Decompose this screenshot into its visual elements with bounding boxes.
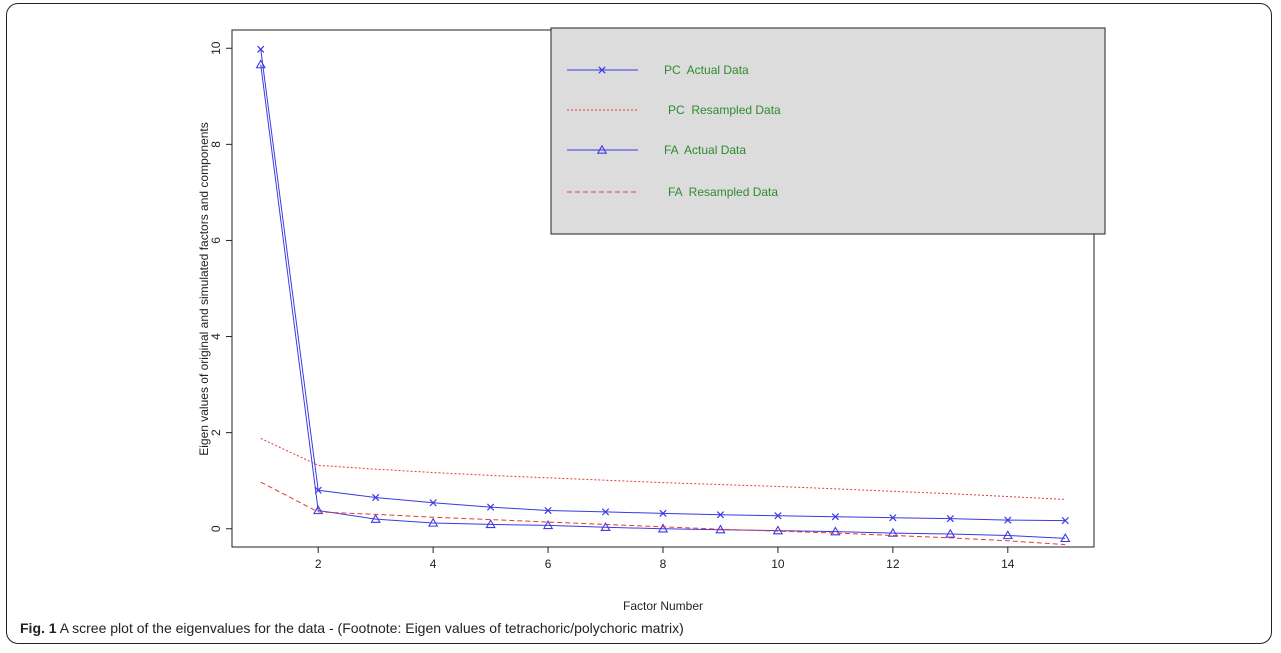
x-tick-label: 2 <box>315 557 322 571</box>
legend-box <box>550 27 1106 235</box>
legend-marker <box>596 144 608 154</box>
series-point <box>544 506 552 515</box>
series-3 <box>255 59 1071 543</box>
figure-frame <box>6 3 1272 644</box>
series-point <box>830 526 841 536</box>
series-point <box>257 45 265 53</box>
legend-label: FA Resampled Data <box>668 185 778 199</box>
series-point <box>774 512 782 520</box>
series-point <box>542 520 554 530</box>
legend-marker <box>598 66 606 74</box>
series-point <box>601 508 610 516</box>
series-point <box>600 521 611 532</box>
series-point <box>1004 516 1012 524</box>
series-point <box>486 503 495 511</box>
series-point <box>485 519 496 529</box>
y-tick-label: 10 <box>209 41 223 55</box>
y-tick-label: 4 <box>209 333 223 340</box>
x-tick-label: 12 <box>886 557 900 571</box>
x-tick-label: 4 <box>430 557 437 571</box>
y-tick-label: 0 <box>209 525 223 532</box>
legend-label: PC Resampled Data <box>668 103 781 117</box>
series-point <box>429 499 437 507</box>
x-tick-label: 8 <box>660 557 667 571</box>
series-point <box>657 523 669 533</box>
series-point <box>255 59 266 69</box>
series-1 <box>257 45 1069 525</box>
series-point <box>659 509 667 517</box>
series-point <box>372 493 380 502</box>
x-tick-label: 10 <box>771 557 785 571</box>
series-point <box>427 517 439 527</box>
series-point <box>716 511 725 519</box>
y-tick-label: 2 <box>209 429 223 436</box>
legend-label: FA Actual Data <box>664 143 746 157</box>
series-point <box>1061 516 1069 525</box>
series-line <box>260 437 1066 500</box>
x-tick-label: 14 <box>1001 557 1015 571</box>
caption-label: Fig. 1 <box>20 620 57 636</box>
figure-caption: Fig. 1 A scree plot of the eigenvalues f… <box>20 620 684 636</box>
series-point <box>1002 530 1013 540</box>
caption-text: A scree plot of the eigenvalues for the … <box>59 620 684 636</box>
series-2 <box>260 437 1066 500</box>
series-point <box>1060 533 1071 543</box>
series-line <box>260 64 1066 539</box>
series-line <box>260 481 1066 546</box>
series-4 <box>260 481 1066 546</box>
x-tick-label: 6 <box>545 557 552 571</box>
series-point <box>772 525 784 535</box>
series-point <box>889 514 897 522</box>
y-axis-label: Eigen values of original and simulated f… <box>197 122 211 456</box>
legend-label: PC Actual Data <box>664 63 749 77</box>
x-axis: 2 4 6 8 10 12 14 <box>315 546 1015 571</box>
series-point <box>370 513 381 523</box>
series-layer <box>255 45 1071 546</box>
series-point <box>945 528 956 538</box>
legend: PC Actual Data PC Resampled Data FA Actual… <box>550 27 1106 235</box>
x-axis-label: Factor Number <box>623 599 703 613</box>
series-point <box>831 513 840 521</box>
series-point <box>313 505 324 515</box>
y-tick-label: 6 <box>209 237 223 244</box>
y-tick-label: 8 <box>209 141 223 148</box>
y-axis: 0 2 4 6 8 10 <box>209 41 232 532</box>
series-point <box>946 515 954 523</box>
series-point <box>887 527 899 537</box>
